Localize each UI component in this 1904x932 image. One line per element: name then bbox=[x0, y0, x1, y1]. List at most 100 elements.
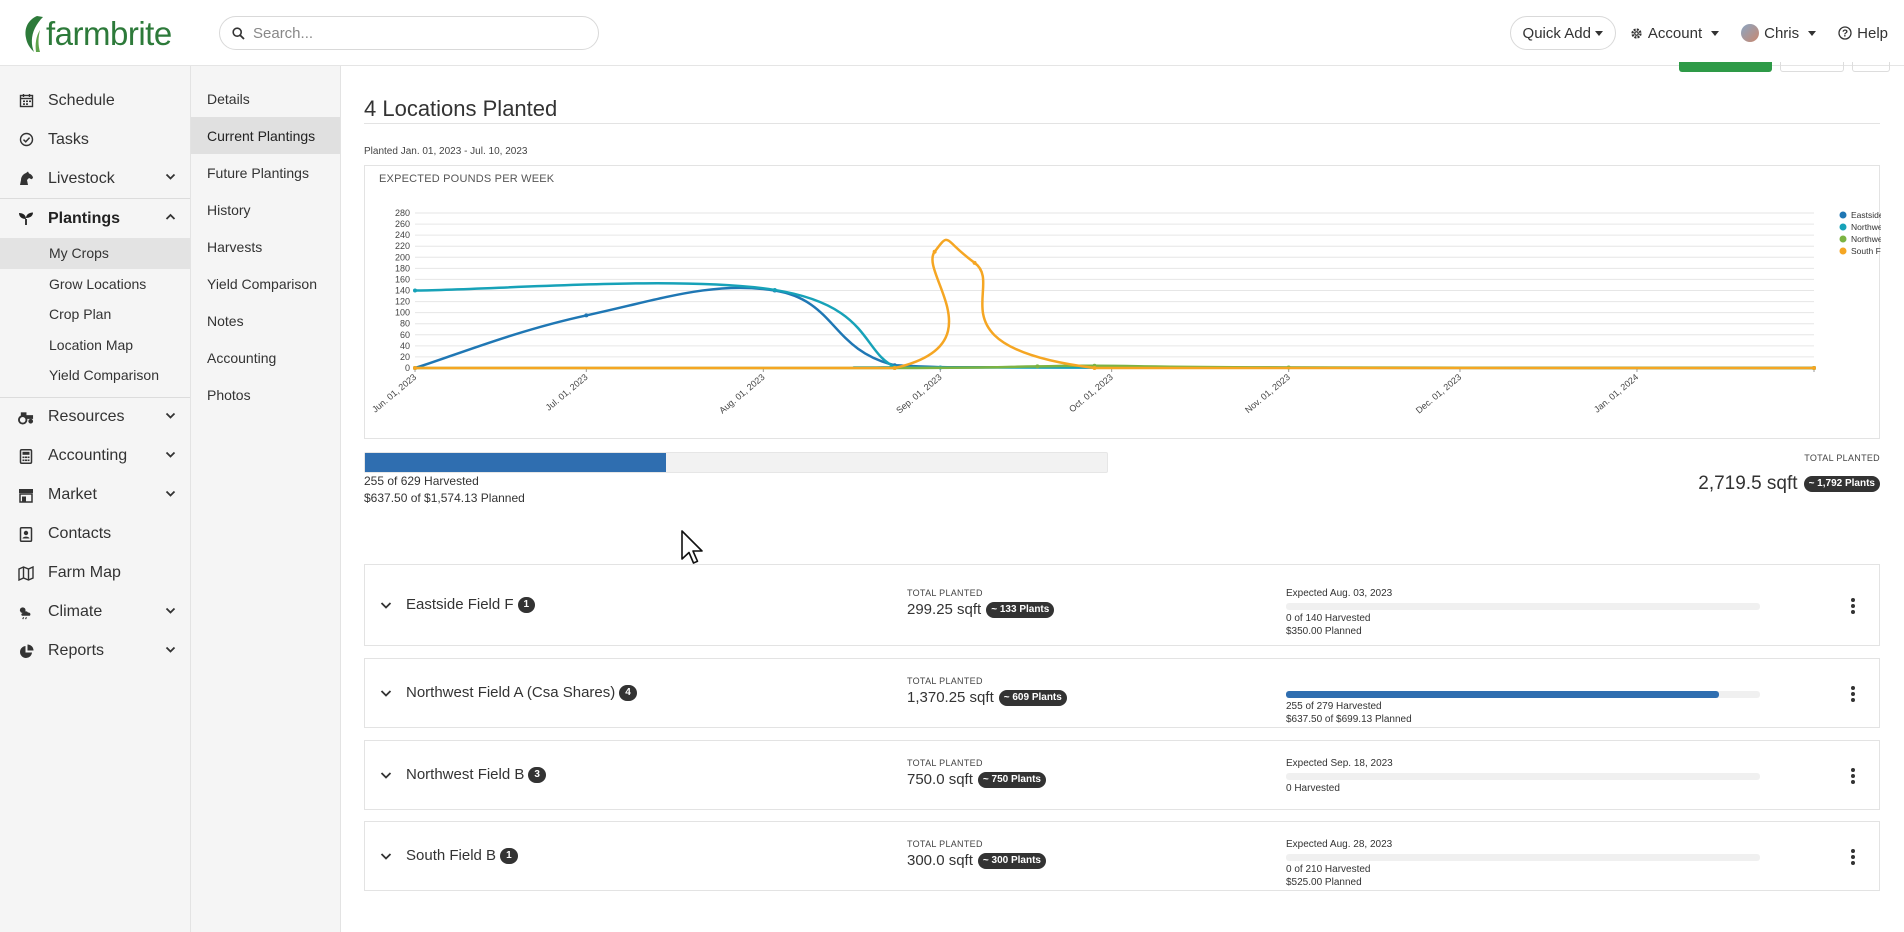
location-card[interactable]: Northwest Field B 3 TOTAL PLANTED 750.0 sqf… bbox=[364, 740, 1880, 810]
user-menu[interactable]: Chris bbox=[1741, 24, 1817, 42]
total-planted-label: TOTAL PLANTED bbox=[1804, 453, 1880, 463]
subnav-item-photos[interactable]: Photos bbox=[207, 386, 251, 403]
chevron-down-icon[interactable] bbox=[380, 852, 392, 861]
sidebar-item-label: Schedule bbox=[48, 91, 115, 109]
chevron-down-icon[interactable] bbox=[165, 490, 176, 498]
sidebar-item-accounting[interactable]: Accounting bbox=[0, 437, 190, 476]
legend-label: Northwest Field bbox=[1851, 234, 1881, 244]
sidebar-item-label: Market bbox=[48, 486, 97, 503]
sidebar-item-schedule[interactable]: Schedule bbox=[0, 81, 190, 120]
secondary-action-button[interactable] bbox=[1780, 62, 1844, 72]
y-tick-label: 220 bbox=[395, 241, 410, 251]
brand-name: farmbrite bbox=[46, 15, 172, 52]
expected-date: Expected Aug. 28, 2023 bbox=[1286, 839, 1393, 850]
y-tick-label: 120 bbox=[395, 297, 410, 307]
more-action-button[interactable] bbox=[1852, 62, 1890, 72]
sidebar-item-contacts[interactable]: Contacts bbox=[0, 515, 190, 554]
svg-text:?: ? bbox=[1842, 29, 1848, 40]
location-progress-bar bbox=[1286, 603, 1760, 610]
subnav-item-details[interactable]: Details bbox=[207, 90, 250, 107]
series-line bbox=[414, 282, 1815, 370]
sidebar-subitem-grow-locations[interactable]: Grow Locations bbox=[49, 275, 147, 292]
y-tick-label: 280 bbox=[395, 208, 410, 218]
sidebar-item-resources[interactable]: Resources bbox=[0, 398, 190, 437]
data-point bbox=[1812, 366, 1816, 370]
subnav-item-future-plantings[interactable]: Future Plantings bbox=[207, 164, 309, 181]
sidebar-item-label: Tasks bbox=[48, 130, 89, 148]
page-actions bbox=[1679, 62, 1890, 72]
sidebar-item-tasks[interactable]: Tasks bbox=[0, 120, 190, 159]
chevron-down-icon[interactable] bbox=[380, 601, 392, 610]
store-icon bbox=[19, 488, 33, 503]
subnav-item-yield-comparison[interactable]: Yield Comparison bbox=[207, 275, 317, 292]
sidebar-subitem-my-crops[interactable]: My Crops bbox=[0, 238, 190, 269]
left-sidebar: Schedule Tasks Livestock Plantings My Cr… bbox=[0, 66, 191, 932]
location-total-planted: 300.0 sqft ~ 300 Plants bbox=[907, 852, 1046, 869]
plants-badge: ~ 609 Plants bbox=[998, 689, 1067, 706]
sidebar-item-livestock[interactable]: Livestock bbox=[0, 159, 190, 198]
caret-down-icon bbox=[1808, 30, 1817, 36]
chevron-down-icon[interactable] bbox=[165, 607, 176, 615]
sidebar-item-farm-map[interactable]: Farm Map bbox=[0, 554, 190, 593]
primary-action-button[interactable] bbox=[1679, 62, 1772, 72]
sidebar-subitem-crop-plan[interactable]: Crop Plan bbox=[49, 306, 112, 323]
chevron-down-icon[interactable] bbox=[380, 689, 392, 698]
location-card[interactable]: Eastside Field F 1 TOTAL PLANTED 299.25 sqf… bbox=[364, 564, 1880, 646]
sidebar-item-plantings[interactable]: Plantings bbox=[0, 199, 190, 238]
sidebar-item-label: Resources bbox=[48, 408, 125, 425]
location-name[interactable]: Northwest Field A (Csa Shares) 4 bbox=[406, 684, 637, 701]
plants-badge: ~ 300 Plants bbox=[977, 852, 1046, 869]
chevron-down-icon[interactable] bbox=[165, 412, 176, 420]
chevron-up-icon[interactable] bbox=[165, 213, 176, 221]
x-tick-label: Sep. 01, 2023 bbox=[894, 372, 943, 416]
subnav-item-history[interactable]: History bbox=[207, 201, 251, 218]
sidebar-item-market[interactable]: Market bbox=[0, 476, 190, 515]
location-card[interactable]: South Field B 1 TOTAL PLANTED 300.0 sqft ~ 3… bbox=[364, 821, 1880, 891]
subnav-item-notes[interactable]: Notes bbox=[207, 312, 244, 329]
sidebar-item-climate[interactable]: Climate bbox=[0, 593, 190, 632]
farmbrite-logo[interactable]: farmbrite bbox=[22, 12, 172, 56]
help-link[interactable]: ? Help bbox=[1838, 25, 1888, 42]
chevron-down-icon[interactable] bbox=[165, 173, 176, 181]
account-menu[interactable]: Account bbox=[1630, 24, 1720, 42]
sidebar-item-label: Climate bbox=[48, 603, 103, 620]
chevron-down-icon[interactable] bbox=[165, 451, 176, 459]
calendar-icon bbox=[19, 94, 33, 108]
location-area: 1,370.25 sqft bbox=[907, 689, 994, 706]
quick-add-button[interactable]: Quick Add bbox=[1509, 16, 1616, 50]
sidebar-subitem-location-map[interactable]: Location Map bbox=[49, 336, 134, 353]
kebab-menu-icon[interactable] bbox=[1851, 849, 1855, 867]
sprout-icon bbox=[19, 212, 33, 225]
harvest-count: 0 of 210 Harvested bbox=[1286, 864, 1371, 875]
sidebar-item-reports[interactable]: Reports bbox=[0, 632, 190, 671]
chevron-down-icon[interactable] bbox=[165, 646, 176, 654]
planting-count-badge: 4 bbox=[619, 684, 637, 701]
contact-card-icon bbox=[19, 526, 33, 542]
kebab-menu-icon[interactable] bbox=[1851, 598, 1855, 616]
series-line bbox=[414, 238, 1814, 370]
total-planted-label: TOTAL PLANTED bbox=[907, 758, 983, 768]
subnav-item-current-plantings[interactable]: Current Plantings bbox=[191, 117, 340, 154]
mouse-cursor-icon bbox=[681, 530, 703, 564]
kebab-menu-icon[interactable] bbox=[1851, 768, 1855, 786]
user-name: Chris bbox=[1764, 24, 1800, 42]
account-label: Account bbox=[1647, 24, 1703, 42]
y-tick-label: 240 bbox=[395, 230, 410, 240]
sidebar-subitem-yield-comparison[interactable]: Yield Comparison bbox=[49, 367, 159, 384]
horse-icon bbox=[20, 171, 33, 185]
location-card[interactable]: Northwest Field A (Csa Shares) 4 TOTAL PLA… bbox=[364, 658, 1880, 728]
search-input[interactable] bbox=[253, 24, 583, 42]
legend-swatch bbox=[1839, 247, 1847, 255]
legend-swatch bbox=[1839, 211, 1847, 219]
subnav-item-accounting[interactable]: Accounting bbox=[207, 349, 277, 366]
kebab-menu-icon[interactable] bbox=[1851, 686, 1855, 704]
y-tick-label: 0 bbox=[405, 363, 410, 373]
subnav-item-harvests[interactable]: Harvests bbox=[207, 238, 263, 255]
search-box[interactable] bbox=[219, 16, 599, 50]
chevron-down-icon[interactable] bbox=[380, 771, 392, 780]
data-point bbox=[772, 287, 777, 292]
y-tick-label: 160 bbox=[395, 274, 410, 284]
